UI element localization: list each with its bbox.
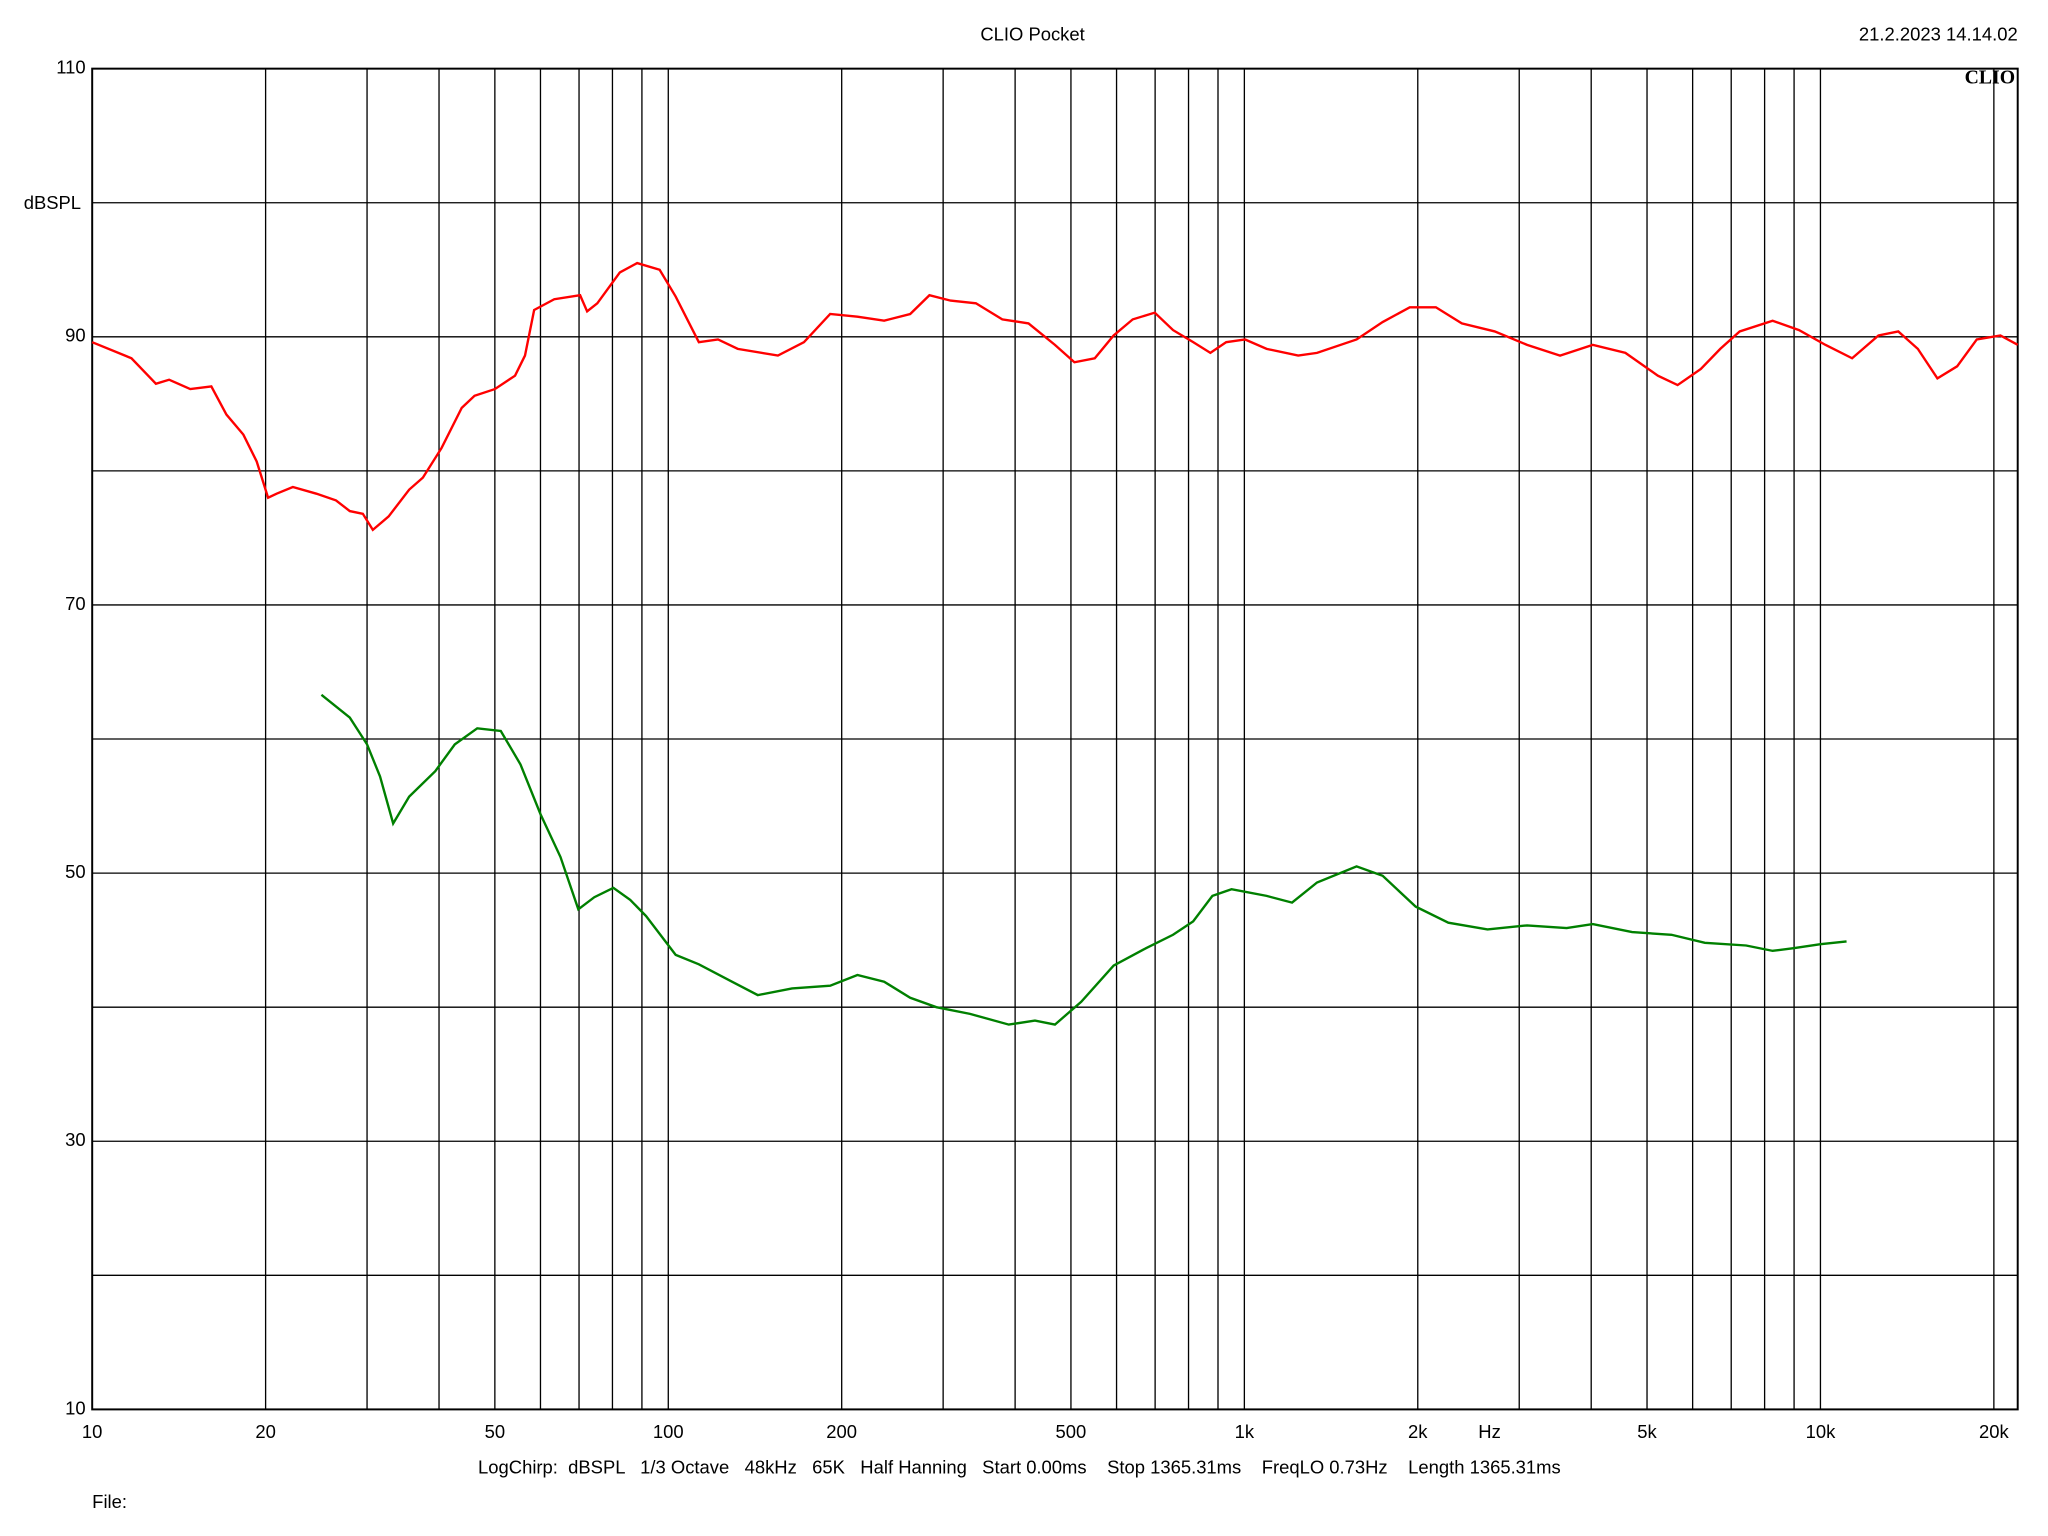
x-tick-label: 2k [1408, 1421, 1428, 1442]
y-tick-label: 70 [65, 593, 86, 614]
measurement-info: LogChirp: dBSPL 1/3 Octave 48kHz 65K Hal… [478, 1457, 1561, 1478]
chart-title: CLIO Pocket [980, 24, 1084, 45]
x-axis-label: Hz [1478, 1421, 1501, 1442]
data-line [320, 693, 1847, 1026]
x-tick-label: 10 [82, 1421, 103, 1442]
x-tick-label: 20k [1979, 1421, 2009, 1442]
y-tick-label: 30 [65, 1129, 86, 1150]
y-tick-label: 50 [65, 861, 86, 882]
y-tick-label: 10 [65, 1397, 86, 1418]
timestamp: 21.2.2023 14.14.02 [1859, 24, 2018, 45]
x-tick-label: 1k [1235, 1421, 1255, 1442]
x-tick-label: 200 [826, 1421, 857, 1442]
x-tick-label: 100 [653, 1421, 684, 1442]
x-tick-label: 50 [485, 1421, 506, 1442]
plot-frame [91, 67, 2019, 1411]
x-tick-label: 10k [1806, 1421, 1836, 1442]
y-tick-label: 110 [56, 57, 85, 78]
brand-logo: CLIO [1965, 67, 2015, 89]
data-line [91, 261, 2019, 532]
x-tick-label: 500 [1056, 1421, 1087, 1442]
x-tick-label: 20 [255, 1421, 276, 1442]
file-label: File: [92, 1491, 127, 1512]
y-tick-label: 90 [65, 325, 86, 346]
x-tick-label: 5k [1637, 1421, 1657, 1442]
y-axis-label: dBSPL [24, 192, 81, 213]
